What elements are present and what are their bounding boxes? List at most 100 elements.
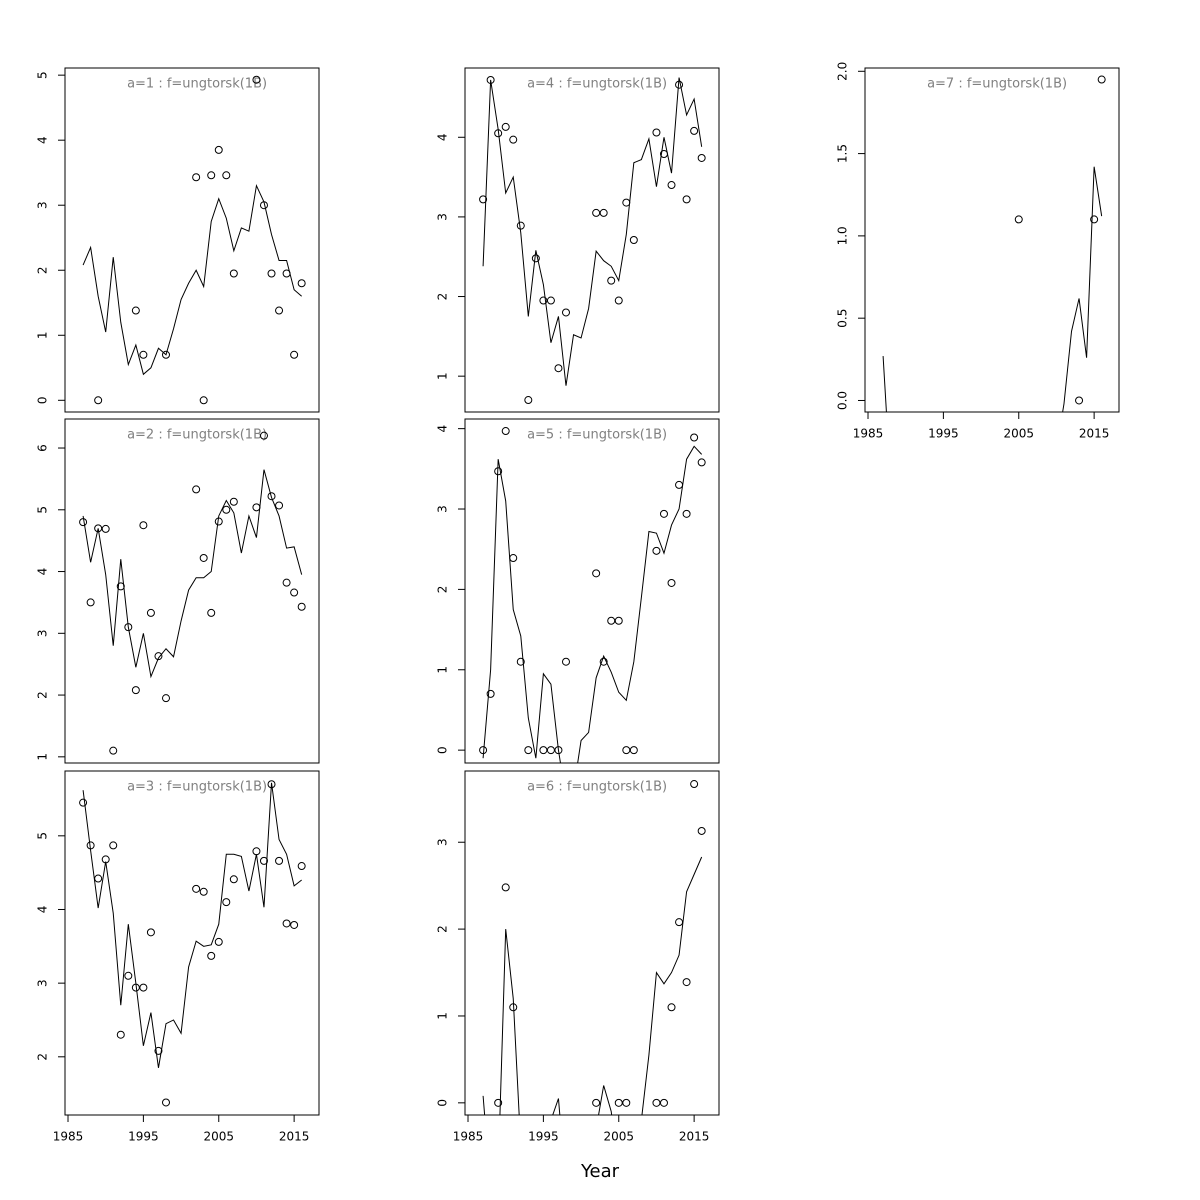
point <box>614 296 623 305</box>
y-tick-label: 2 <box>36 1053 50 1061</box>
point <box>629 746 638 755</box>
point <box>161 350 170 359</box>
point <box>516 221 525 230</box>
panel-title: a=7 : f=ungtorsk(1B) <box>927 77 1067 92</box>
panel: a=5 : f=ungtorsk(1B) 0 1 2 3 4 <box>436 418 720 764</box>
y-tick-label: 3 <box>36 201 50 209</box>
panel: a=2 : f=ungtorsk(1B) 1 2 3 4 5 6 <box>36 418 320 764</box>
line <box>482 445 703 763</box>
point <box>109 841 118 850</box>
line <box>482 856 703 1115</box>
point <box>252 847 261 856</box>
y-tick-label: 0 <box>436 1099 450 1107</box>
point <box>607 276 616 285</box>
point <box>697 458 706 467</box>
point <box>290 920 299 929</box>
point <box>214 145 223 154</box>
point <box>86 841 95 850</box>
panel-title: a=1 : f=ungtorsk(1B) <box>127 77 267 92</box>
x-tick-label: 1985 <box>453 1130 484 1144</box>
point <box>275 306 284 315</box>
point <box>659 150 668 158</box>
point <box>592 208 601 217</box>
point <box>682 195 691 204</box>
point <box>622 746 631 755</box>
line <box>482 77 703 386</box>
panel: a=3 : f=ungtorsk(1B) 2 3 4 5 1985 1995 2005 2015 <box>36 770 320 1144</box>
point <box>79 798 88 807</box>
point <box>139 983 148 992</box>
point <box>259 201 268 210</box>
plot-frame <box>64 418 320 764</box>
plot-area <box>82 75 306 405</box>
y-tick-label: 1.0 <box>836 226 850 245</box>
point <box>494 467 503 476</box>
point <box>554 364 563 373</box>
point <box>214 517 223 526</box>
x-tick-label: 1995 <box>128 1130 159 1144</box>
point <box>682 978 691 987</box>
point <box>607 616 616 625</box>
point <box>697 826 706 835</box>
point <box>494 1098 503 1107</box>
point <box>154 1046 163 1055</box>
panel: a=4 : f=ungtorsk(1B) 1 2 3 4 <box>436 67 720 413</box>
point <box>267 269 276 278</box>
y-tick-label: 3 <box>436 505 450 513</box>
point <box>524 746 533 755</box>
point <box>509 135 518 144</box>
y-tick-label: 2 <box>436 925 450 933</box>
point <box>267 492 276 501</box>
point <box>109 746 118 755</box>
plot-area <box>482 780 706 1115</box>
panel: a=6 : f=ungtorsk(1B) 0 1 2 3 1985 1995 2005 2015 <box>436 770 720 1144</box>
y-tick-label: 1.5 <box>836 144 850 163</box>
x-tick-label: 1985 <box>853 427 884 441</box>
point <box>592 569 601 578</box>
point <box>501 122 510 131</box>
plot-area <box>79 431 306 755</box>
point <box>207 608 216 617</box>
point <box>131 983 140 992</box>
y-tick-label: 0 <box>436 746 450 754</box>
y-tick-label: 4 <box>436 133 450 141</box>
point <box>282 269 291 278</box>
point <box>192 173 201 182</box>
point <box>86 598 95 607</box>
point <box>199 396 208 405</box>
point <box>561 657 570 666</box>
point <box>486 75 495 84</box>
point <box>652 546 661 555</box>
point <box>614 616 623 625</box>
y-tick-label: 2 <box>436 293 450 301</box>
point <box>229 875 238 884</box>
x-tick-label: 1985 <box>53 1130 84 1144</box>
y-tick-label: 0.0 <box>836 391 850 410</box>
y-tick-label: 4 <box>36 568 50 576</box>
point <box>494 129 503 138</box>
point <box>161 1098 170 1107</box>
point <box>94 874 103 883</box>
panel-title: a=2 : f=ungtorsk(1B) <box>127 428 267 443</box>
point <box>479 746 488 755</box>
panel-title: a=5 : f=ungtorsk(1B) <box>527 428 667 443</box>
point <box>599 657 608 666</box>
point <box>207 951 216 960</box>
point <box>599 208 608 217</box>
y-tick-label: 5 <box>36 832 50 840</box>
plot-frame <box>464 67 720 413</box>
y-tick-label: 2 <box>36 691 50 699</box>
y-tick-label: 4 <box>36 906 50 914</box>
x-tick-label: 2015 <box>1079 427 1110 441</box>
y-tick-label: 3 <box>436 838 450 846</box>
y-tick-label: 2 <box>436 586 450 594</box>
point <box>259 431 268 440</box>
x-tick-label: 1995 <box>528 1130 559 1144</box>
point <box>667 181 676 190</box>
point <box>479 195 488 204</box>
y-tick-label: 2.0 <box>836 62 850 81</box>
point <box>561 308 570 317</box>
line <box>882 166 1103 412</box>
y-tick-label: 0.5 <box>836 309 850 328</box>
point <box>222 505 231 514</box>
